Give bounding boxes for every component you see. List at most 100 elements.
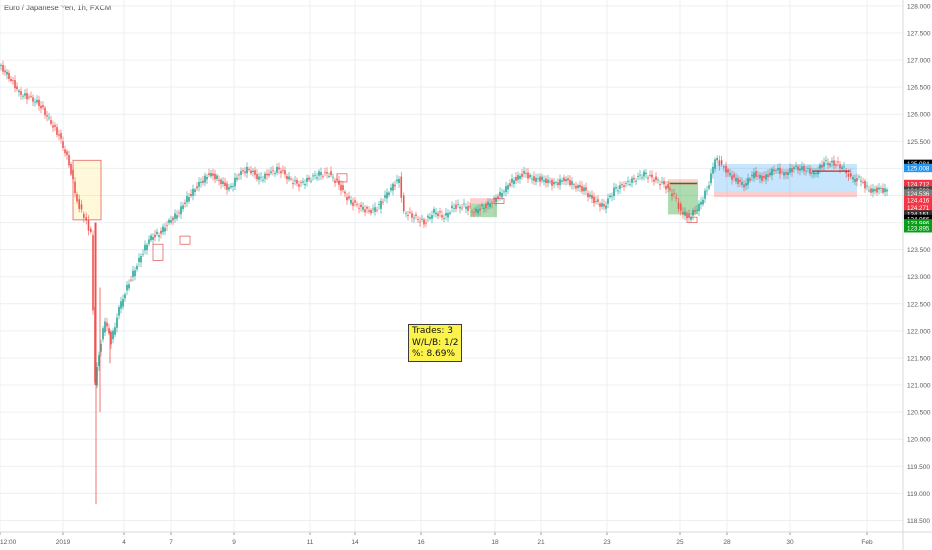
candle-body bbox=[188, 197, 190, 202]
candle-body bbox=[607, 198, 609, 204]
candle-body bbox=[409, 212, 411, 213]
candle-body bbox=[210, 173, 212, 177]
candle-body bbox=[473, 212, 475, 214]
candle-body bbox=[507, 185, 509, 190]
candle-body bbox=[684, 211, 686, 216]
candle-body bbox=[631, 178, 633, 183]
candle-body bbox=[322, 176, 324, 177]
candle-body bbox=[739, 179, 741, 182]
candle-body bbox=[150, 235, 152, 241]
candle-body bbox=[696, 209, 698, 211]
candle-body bbox=[682, 212, 684, 215]
candle-body bbox=[443, 218, 445, 219]
drop-zone bbox=[72, 159, 102, 221]
candle-body bbox=[629, 184, 631, 185]
candle-body bbox=[541, 176, 543, 181]
candle-body bbox=[98, 355, 100, 367]
candle-body bbox=[465, 206, 467, 209]
candle-body bbox=[882, 188, 884, 193]
candle-body bbox=[531, 178, 533, 180]
candle-body bbox=[501, 193, 503, 198]
candle-body bbox=[815, 173, 817, 174]
candle-body bbox=[417, 219, 419, 220]
drop-candle bbox=[94, 222, 97, 386]
trade-marker bbox=[336, 173, 348, 183]
candle-body bbox=[497, 196, 499, 200]
candle-body bbox=[503, 191, 505, 193]
candle-body bbox=[543, 180, 545, 182]
x-tick-label: 12:00 bbox=[0, 539, 17, 546]
candle-body bbox=[795, 165, 797, 167]
candle-body bbox=[779, 167, 781, 175]
candle-body bbox=[116, 317, 118, 328]
candle-body bbox=[198, 181, 200, 187]
candle-body bbox=[539, 176, 541, 182]
candle-body bbox=[866, 185, 868, 187]
candle-body bbox=[467, 206, 469, 211]
candle-body bbox=[823, 162, 825, 167]
candle-body bbox=[575, 185, 577, 189]
candle-body bbox=[463, 203, 465, 205]
candle-body bbox=[212, 173, 214, 176]
price-tag-label: 124.536 bbox=[907, 191, 930, 198]
candle-body bbox=[274, 173, 276, 174]
y-tick-label: 128.000 bbox=[907, 3, 931, 10]
candle-body bbox=[856, 178, 858, 182]
candle-body bbox=[783, 172, 785, 176]
candle-body bbox=[557, 182, 559, 186]
candle-body bbox=[749, 178, 751, 181]
candle-body bbox=[110, 331, 112, 345]
candle-body bbox=[421, 218, 423, 220]
candle-body bbox=[821, 164, 823, 168]
candle-body bbox=[589, 194, 591, 197]
candle-body bbox=[318, 171, 320, 176]
candle-body bbox=[781, 171, 783, 173]
candle-body bbox=[763, 176, 765, 178]
candle-body bbox=[252, 170, 254, 173]
candle-body bbox=[549, 181, 551, 183]
candle-body bbox=[621, 184, 623, 186]
candle-body bbox=[477, 209, 479, 214]
candle-body bbox=[615, 187, 617, 189]
candle-body bbox=[268, 173, 270, 176]
candle-body bbox=[657, 179, 659, 181]
candle-body bbox=[692, 210, 694, 216]
candle-body bbox=[83, 213, 85, 218]
candle-body bbox=[860, 180, 862, 182]
candle-body bbox=[799, 168, 801, 171]
candle-body bbox=[356, 204, 358, 206]
candle-body bbox=[366, 206, 368, 209]
candle-body bbox=[284, 170, 286, 175]
candle-body bbox=[659, 184, 661, 186]
candle-body bbox=[174, 213, 176, 219]
candle-body bbox=[288, 176, 290, 180]
candle-body bbox=[142, 253, 144, 255]
price-tag-label: 125.008 bbox=[907, 165, 930, 172]
candle-body bbox=[8, 72, 10, 79]
candle-body bbox=[775, 170, 777, 172]
candle-body bbox=[390, 187, 392, 191]
candle-body bbox=[346, 196, 348, 201]
x-tick-label: 9 bbox=[232, 539, 236, 546]
y-tick-label: 122.000 bbox=[907, 328, 931, 335]
candle-body bbox=[517, 175, 519, 180]
candle-body bbox=[330, 171, 332, 176]
candle-body bbox=[714, 159, 716, 169]
candle-body bbox=[338, 180, 340, 185]
candle-body bbox=[459, 206, 461, 209]
candle-body bbox=[200, 181, 202, 183]
candle-body bbox=[461, 207, 463, 209]
candle-body bbox=[864, 180, 866, 189]
candle-body bbox=[405, 212, 407, 214]
candle-body bbox=[451, 205, 453, 209]
candle-body bbox=[334, 180, 336, 183]
candle-body bbox=[166, 225, 168, 227]
candle-body bbox=[230, 185, 232, 188]
candle-body bbox=[72, 169, 74, 180]
candle-body bbox=[716, 158, 718, 161]
candle-body bbox=[376, 209, 378, 211]
candle-body bbox=[725, 166, 727, 173]
candle-body bbox=[485, 203, 487, 208]
candle-body bbox=[878, 187, 880, 190]
